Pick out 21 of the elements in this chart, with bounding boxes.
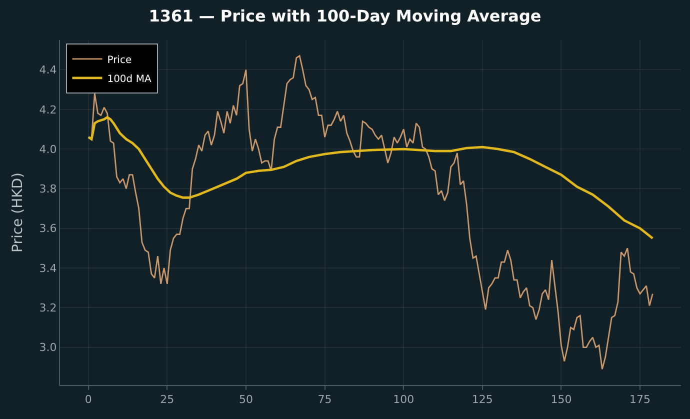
x-tick-label: 75 bbox=[318, 393, 332, 406]
y-tick-label: 3.8 bbox=[39, 182, 57, 196]
y-tick-label: 4.0 bbox=[39, 142, 57, 156]
legend-label: Price bbox=[107, 54, 132, 66]
legend-label: 100d MA bbox=[107, 74, 152, 85]
x-tick-label: 25 bbox=[160, 393, 174, 406]
y-tick-label: 4.4 bbox=[39, 64, 57, 77]
x-tick-label: 50 bbox=[238, 393, 253, 406]
x-tick-label: 150 bbox=[550, 393, 572, 406]
x-tick-label: 175 bbox=[630, 393, 651, 406]
y-tick-label: 3.6 bbox=[39, 222, 57, 236]
y-tick-label: 3.2 bbox=[39, 302, 57, 315]
y-tick-label: 3.0 bbox=[39, 341, 57, 354]
x-tick-label: 100 bbox=[393, 393, 414, 406]
line-series bbox=[87, 116, 654, 240]
x-tick-label: 125 bbox=[472, 393, 493, 406]
chart-title: 1361 — Price with 100-Day Moving Average bbox=[148, 6, 542, 26]
x-tick-label: 0 bbox=[84, 393, 92, 406]
y-tick-label: 3.4 bbox=[39, 262, 57, 275]
y-axis-title: Price (HKD) bbox=[10, 172, 26, 253]
y-tick-label: 4.2 bbox=[39, 103, 57, 116]
